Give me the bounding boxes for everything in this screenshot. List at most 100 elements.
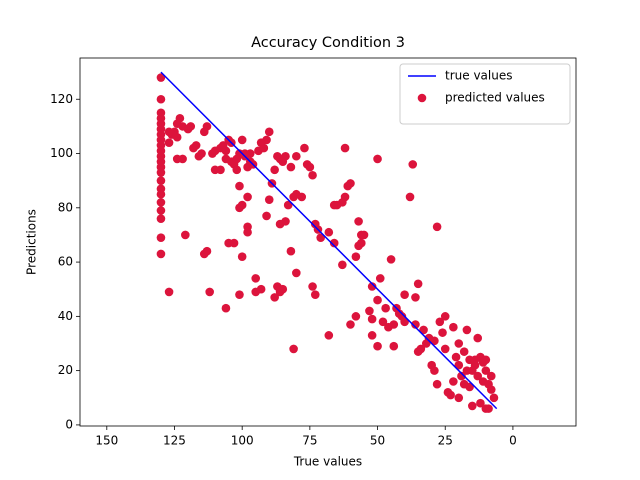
point [164, 138, 174, 147]
point [451, 352, 461, 362]
point [365, 306, 374, 316]
point [197, 149, 206, 158]
y-tick-label: 0 [65, 417, 73, 431]
point [221, 146, 231, 156]
point [435, 317, 445, 327]
point [237, 252, 247, 261]
point [251, 287, 261, 297]
point [476, 398, 485, 408]
x-tick-label: 100 [231, 434, 254, 448]
point [473, 333, 483, 343]
point [340, 192, 350, 202]
point [373, 295, 382, 305]
point [156, 176, 166, 185]
point [449, 377, 458, 386]
point [351, 312, 361, 321]
point [156, 233, 166, 242]
point [373, 341, 382, 351]
point [486, 385, 496, 394]
point [440, 344, 450, 354]
point [243, 192, 252, 202]
point [156, 189, 166, 199]
point [478, 377, 488, 386]
point [432, 222, 442, 232]
legend-swatch [417, 93, 427, 103]
point [243, 227, 252, 237]
point [235, 203, 244, 213]
point [191, 141, 201, 150]
point [324, 227, 334, 237]
chart-title: Accuracy Condition 3 [251, 35, 405, 51]
point [486, 371, 496, 381]
point [449, 322, 458, 332]
point [202, 122, 212, 131]
point [275, 219, 285, 229]
point [454, 360, 464, 370]
point [262, 211, 271, 221]
point [378, 317, 388, 327]
point [454, 393, 464, 403]
point [289, 344, 298, 354]
point [156, 168, 166, 177]
point [208, 149, 217, 158]
point [381, 303, 390, 313]
point [281, 151, 290, 161]
point [156, 206, 166, 215]
x-axis-label: True values [293, 455, 362, 469]
point [384, 322, 393, 332]
point [346, 179, 355, 188]
point [232, 154, 242, 164]
point [205, 287, 214, 297]
y-tick-label: 100 [50, 146, 73, 160]
point [264, 127, 274, 137]
point [273, 282, 282, 291]
point [489, 393, 499, 403]
point [430, 336, 439, 346]
point [367, 314, 377, 324]
y-tick-label: 40 [58, 309, 73, 323]
point [367, 331, 377, 340]
x-tick-label: 125 [163, 434, 186, 448]
point [286, 246, 296, 256]
point [181, 230, 190, 240]
point [346, 320, 355, 329]
legend-label: predicted values [445, 91, 545, 105]
x-tick-label: 150 [95, 434, 118, 448]
point [351, 252, 361, 261]
point [224, 238, 233, 248]
point [408, 160, 418, 169]
point [329, 200, 339, 210]
legend-box [399, 63, 571, 125]
point [237, 135, 247, 145]
point [286, 162, 296, 172]
point [235, 290, 244, 299]
point [232, 165, 242, 175]
point [156, 73, 166, 82]
point [305, 162, 315, 172]
point [338, 260, 347, 270]
point [354, 217, 363, 226]
point [400, 317, 409, 327]
point [430, 366, 439, 375]
point [172, 119, 182, 128]
y-tick-label: 80 [58, 200, 73, 214]
point [156, 214, 166, 223]
x-tick-label: 50 [370, 434, 385, 448]
point [340, 143, 350, 153]
point [446, 390, 455, 400]
point [481, 366, 491, 375]
point [454, 339, 464, 348]
point [202, 246, 212, 256]
point [386, 255, 396, 264]
point [438, 328, 447, 337]
point [389, 341, 399, 351]
point [375, 274, 385, 283]
point [462, 325, 472, 335]
point [465, 382, 474, 392]
point [440, 312, 450, 321]
point [468, 401, 477, 411]
point [329, 238, 339, 248]
y-tick-label: 120 [50, 92, 73, 106]
point [289, 192, 298, 202]
